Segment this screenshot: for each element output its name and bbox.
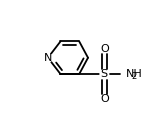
Text: O: O <box>100 44 109 54</box>
Text: O: O <box>100 94 109 104</box>
Text: S: S <box>101 69 108 79</box>
Text: 2: 2 <box>132 72 137 81</box>
Circle shape <box>44 54 52 62</box>
Circle shape <box>100 70 108 78</box>
Circle shape <box>101 45 108 53</box>
Text: N: N <box>44 53 52 63</box>
Text: NH: NH <box>125 69 142 79</box>
Circle shape <box>101 95 108 103</box>
